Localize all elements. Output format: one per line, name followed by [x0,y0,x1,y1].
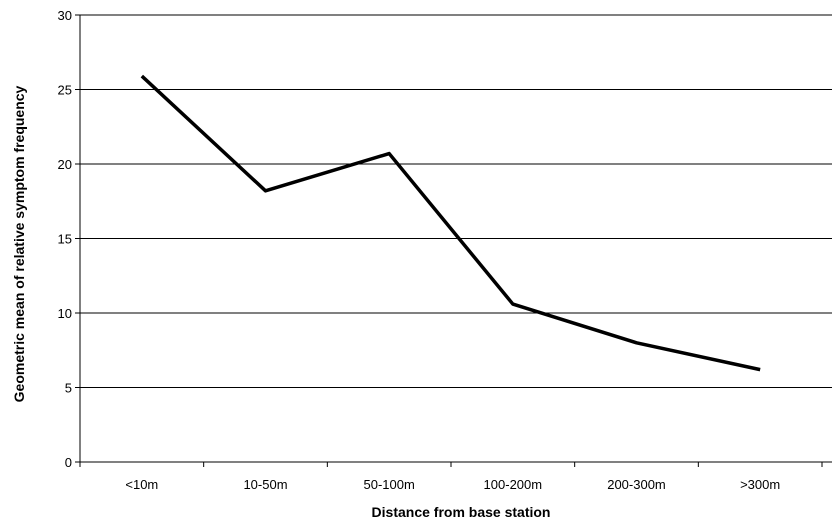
series [140,74,762,372]
x-axis-title: Distance from base station [372,504,551,520]
y-tick-label: 10 [58,306,72,321]
x-tick-label: 50-100m [364,477,415,492]
x-tick-label: 10-50m [243,477,287,492]
data-point [511,303,514,306]
series-line [140,74,761,372]
y-tick-label: 0 [65,455,72,470]
data-point [635,341,638,344]
y-tick-label: 5 [65,381,72,396]
y-tick-label: 20 [58,157,72,172]
gridlines [80,14,832,388]
data-point [388,152,391,155]
data-point [140,75,143,78]
y-tick-label: 30 [58,8,72,23]
x-tick-label: >300m [740,477,780,492]
y-tick-label: 15 [58,232,72,247]
y-tick-label: 25 [58,83,72,98]
data-point [759,368,762,371]
x-tick-label: <10m [125,477,158,492]
y-tick-labels: 0 5 10 15 20 25 30 [58,8,72,470]
axes [75,14,832,467]
data-point [264,189,267,192]
x-tick-label: 100-200m [484,477,543,492]
x-tick-label: 200-300m [607,477,666,492]
y-axis-title: Geometric mean of relative symptom frequ… [11,85,27,402]
x-tick-labels: <10m 10-50m 50-100m 100-200m 200-300m >300m [125,477,780,492]
